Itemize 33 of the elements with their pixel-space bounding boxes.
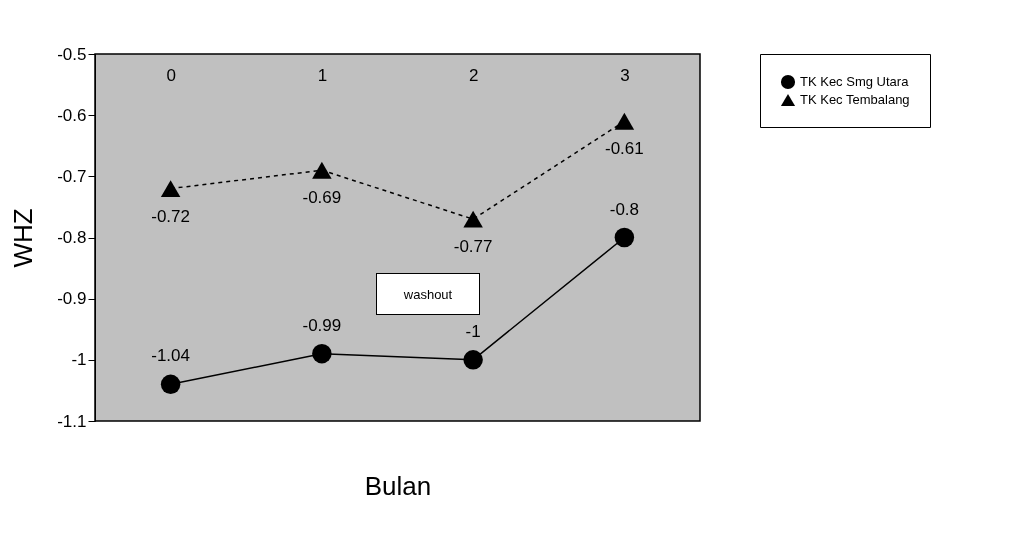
data-label: -0.8 (609, 199, 640, 219)
data-label: -1.04 (151, 346, 190, 366)
point (463, 350, 483, 370)
x-tick-label: 2 (468, 65, 479, 85)
point (463, 210, 483, 228)
point (312, 161, 332, 179)
data-label: -1 (465, 321, 481, 341)
point (160, 180, 181, 198)
point (614, 112, 635, 130)
legend-label: TK Kec Tembalang (800, 92, 910, 107)
x-tick-label: 1 (317, 65, 328, 85)
point (312, 343, 332, 364)
y-tick-label: -0.6 (57, 105, 87, 125)
data-label: -0.77 (453, 237, 493, 257)
y-tick-label: -0.5 (57, 44, 87, 64)
data-label: -0.99 (302, 315, 342, 335)
data-label: -0.69 (302, 188, 342, 208)
data-label: -0.61 (605, 139, 644, 159)
y-tick-label: -0.7 (57, 166, 87, 186)
point (614, 227, 635, 248)
y-tick-label: -0.8 (57, 228, 87, 247)
x-tick-label: 3 (620, 65, 630, 85)
y-axis-title: WHZ (8, 208, 39, 268)
point (160, 374, 181, 395)
y-tick-label: -1.1 (57, 411, 87, 431)
x-tick-label: 0 (166, 65, 176, 85)
x-axis-title: Bulan (364, 470, 432, 501)
annotation: washout (403, 286, 453, 302)
data-label: -0.72 (151, 206, 190, 226)
y-tick-label: -0.9 (57, 289, 87, 309)
legend-label: TK Kec Smg Utara (800, 74, 910, 89)
y-tick-label: -1 (71, 350, 87, 370)
label-box: washout (376, 273, 480, 315)
